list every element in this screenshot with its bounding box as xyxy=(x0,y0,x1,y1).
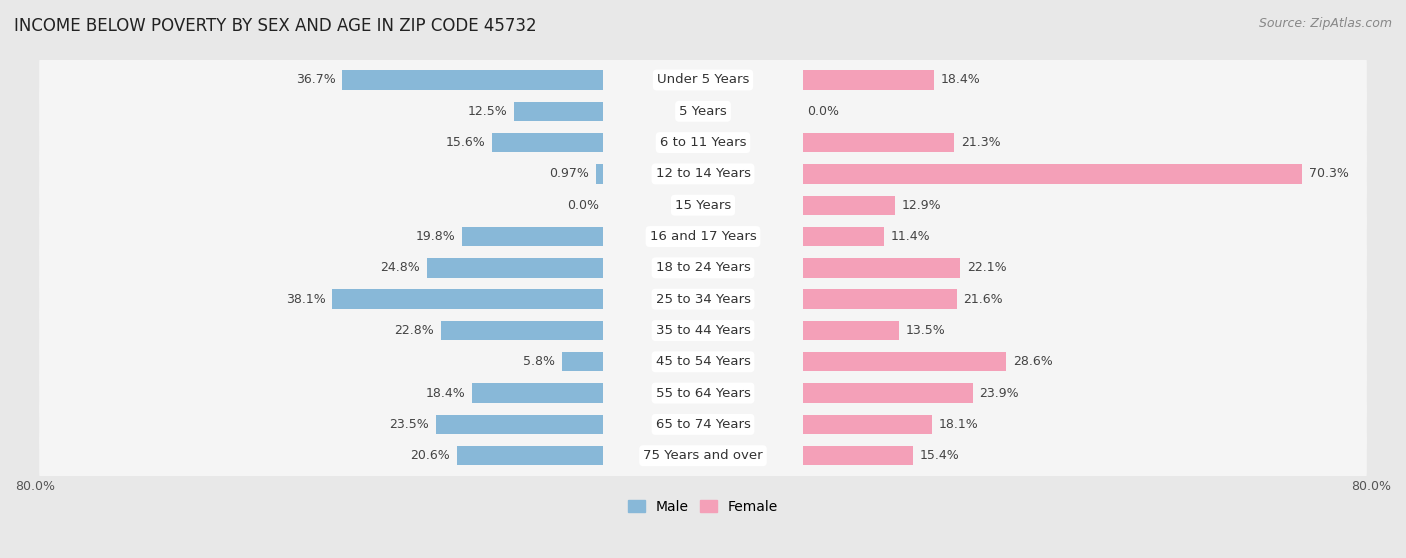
Text: 38.1%: 38.1% xyxy=(285,292,326,306)
Text: 55 to 64 Years: 55 to 64 Years xyxy=(655,387,751,400)
Text: 0.0%: 0.0% xyxy=(807,105,839,118)
Text: 35 to 44 Years: 35 to 44 Years xyxy=(655,324,751,337)
Text: 19.8%: 19.8% xyxy=(416,230,456,243)
Bar xyxy=(463,227,603,246)
FancyBboxPatch shape xyxy=(39,175,1367,235)
Text: 5 Years: 5 Years xyxy=(679,105,727,118)
Text: 16 and 17 Years: 16 and 17 Years xyxy=(650,230,756,243)
Bar xyxy=(803,227,884,246)
Text: 21.3%: 21.3% xyxy=(962,136,1001,149)
Text: 18 to 24 Years: 18 to 24 Years xyxy=(655,261,751,275)
FancyBboxPatch shape xyxy=(39,113,1367,172)
Text: 36.7%: 36.7% xyxy=(295,74,336,86)
FancyBboxPatch shape xyxy=(39,50,1367,110)
FancyBboxPatch shape xyxy=(39,395,1367,454)
Bar xyxy=(596,164,603,184)
Text: 15 Years: 15 Years xyxy=(675,199,731,211)
Bar xyxy=(342,70,603,90)
Bar xyxy=(492,133,603,152)
Text: 75 Years and over: 75 Years and over xyxy=(643,449,763,462)
Text: INCOME BELOW POVERTY BY SEX AND AGE IN ZIP CODE 45732: INCOME BELOW POVERTY BY SEX AND AGE IN Z… xyxy=(14,17,537,35)
Bar xyxy=(515,102,603,121)
Bar xyxy=(332,290,603,309)
Bar xyxy=(803,290,956,309)
Text: 21.6%: 21.6% xyxy=(963,292,1002,306)
Bar xyxy=(803,164,1302,184)
Text: 23.5%: 23.5% xyxy=(389,418,429,431)
Text: 12.9%: 12.9% xyxy=(901,199,941,211)
FancyBboxPatch shape xyxy=(39,206,1367,267)
Text: 45 to 54 Years: 45 to 54 Years xyxy=(655,355,751,368)
Text: 25 to 34 Years: 25 to 34 Years xyxy=(655,292,751,306)
Text: 23.9%: 23.9% xyxy=(980,387,1019,400)
FancyBboxPatch shape xyxy=(39,81,1367,141)
Bar xyxy=(803,352,1007,372)
Text: 15.6%: 15.6% xyxy=(446,136,485,149)
FancyBboxPatch shape xyxy=(39,144,1367,204)
Bar xyxy=(427,258,603,277)
FancyBboxPatch shape xyxy=(39,363,1367,423)
Bar xyxy=(561,352,603,372)
Bar xyxy=(457,446,603,465)
Bar xyxy=(803,446,912,465)
Text: 18.4%: 18.4% xyxy=(941,74,980,86)
FancyBboxPatch shape xyxy=(39,300,1367,360)
Text: Source: ZipAtlas.com: Source: ZipAtlas.com xyxy=(1258,17,1392,30)
Bar xyxy=(803,258,960,277)
Text: 65 to 74 Years: 65 to 74 Years xyxy=(655,418,751,431)
Text: 12.5%: 12.5% xyxy=(468,105,508,118)
Bar xyxy=(803,133,955,152)
FancyBboxPatch shape xyxy=(39,238,1367,298)
Legend: Male, Female: Male, Female xyxy=(623,494,783,519)
Text: 22.8%: 22.8% xyxy=(395,324,434,337)
Text: 18.1%: 18.1% xyxy=(938,418,979,431)
Text: Under 5 Years: Under 5 Years xyxy=(657,74,749,86)
Bar xyxy=(803,415,932,434)
Text: 5.8%: 5.8% xyxy=(523,355,555,368)
Text: 11.4%: 11.4% xyxy=(891,230,931,243)
Text: 24.8%: 24.8% xyxy=(381,261,420,275)
Bar xyxy=(803,195,894,215)
Text: 18.4%: 18.4% xyxy=(426,387,465,400)
Text: 13.5%: 13.5% xyxy=(905,324,945,337)
Text: 28.6%: 28.6% xyxy=(1012,355,1053,368)
Text: 12 to 14 Years: 12 to 14 Years xyxy=(655,167,751,180)
Text: 0.97%: 0.97% xyxy=(550,167,589,180)
FancyBboxPatch shape xyxy=(39,426,1367,486)
Bar xyxy=(441,321,603,340)
Text: 15.4%: 15.4% xyxy=(920,449,959,462)
Text: 6 to 11 Years: 6 to 11 Years xyxy=(659,136,747,149)
Text: 70.3%: 70.3% xyxy=(1309,167,1348,180)
Bar xyxy=(803,70,934,90)
Text: 20.6%: 20.6% xyxy=(411,449,450,462)
Text: 0.0%: 0.0% xyxy=(567,199,599,211)
FancyBboxPatch shape xyxy=(39,269,1367,329)
Bar xyxy=(472,383,603,403)
Bar xyxy=(436,415,603,434)
Bar xyxy=(803,321,898,340)
FancyBboxPatch shape xyxy=(39,331,1367,392)
Text: 22.1%: 22.1% xyxy=(967,261,1007,275)
Bar xyxy=(803,383,973,403)
